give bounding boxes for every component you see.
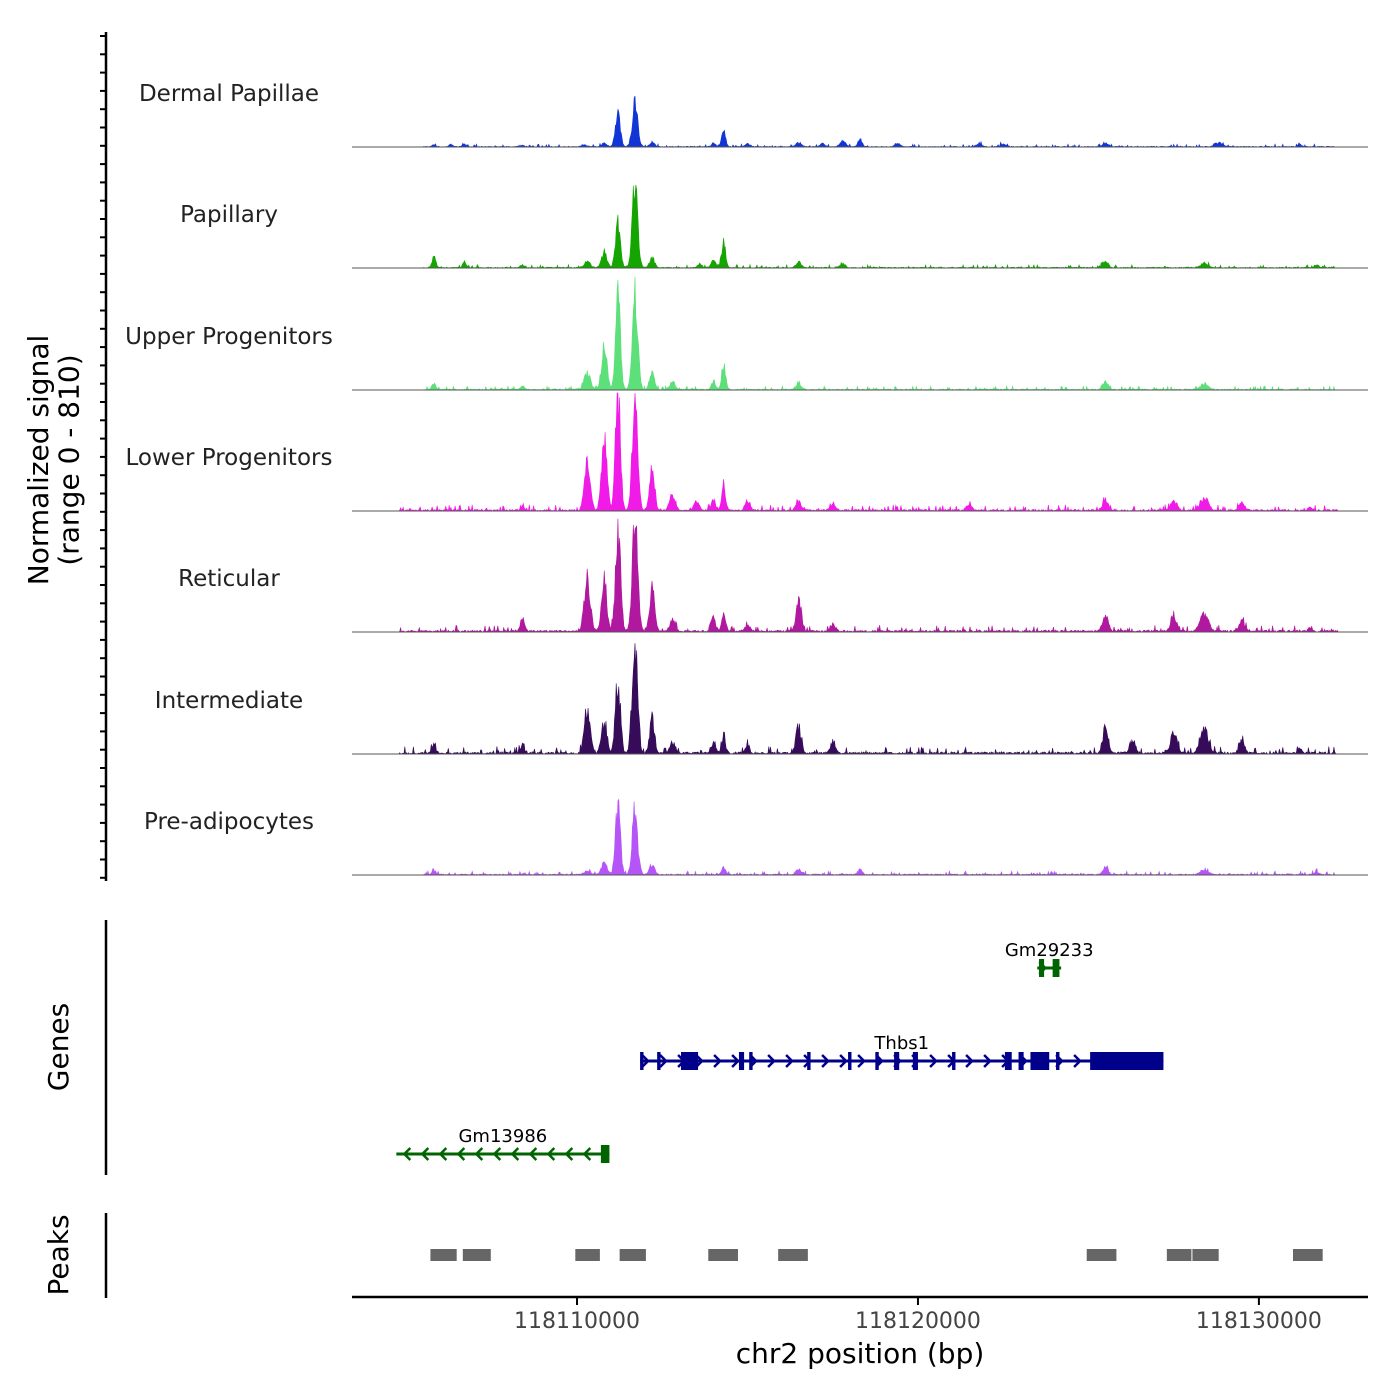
exon [749,1052,753,1070]
coverage-area [352,643,1368,756]
strand-arrow [857,1054,866,1068]
strand-arrow [983,1054,992,1068]
peak-region [1086,1249,1117,1261]
strand-arrow [965,1054,974,1068]
peak-region [619,1249,646,1261]
coverage-panel: Normalized signal(range 0 - 810) Dermal P… [22,32,1368,881]
peak-region [430,1249,457,1261]
exon [1056,1052,1060,1070]
exon [894,1052,900,1070]
strand-arrow [821,1054,830,1068]
strand-arrow [456,1147,466,1161]
strand-arrow [564,1147,574,1161]
track-label: Dermal Papillae [139,81,319,107]
strand-arrow [695,1054,704,1068]
track-label: Upper Progenitors [125,324,333,350]
gene-label: Thbs1 [873,1033,929,1054]
track-label: Papillary [180,202,278,228]
exon [1090,1052,1164,1070]
peak-region [1292,1249,1323,1261]
x-tick-label: 118130000 [1196,1309,1322,1334]
peaks-y-label: Peaks [42,1214,75,1295]
strand-arrow [582,1147,592,1161]
exon [952,1052,956,1070]
strand-arrow [785,1054,794,1068]
exon [657,1052,661,1070]
strand-arrow [767,1054,776,1068]
exon [1030,1052,1050,1070]
genes-y-label: Genes [42,1003,75,1091]
strand-arrow [659,1054,668,1068]
track-label: Pre-adipocytes [144,809,314,835]
exon [875,1052,879,1070]
track-label: Reticular [178,566,280,592]
gene-label: Gm29233 [1005,940,1094,961]
coverage-area [352,95,1368,148]
coverage-y-label-line: (range 0 - 810) [53,354,86,565]
x-axis: 118110000 118120000 118130000 chr2 position… [352,1295,1368,1370]
coverage-y-label: Normalized signal(range 0 - 810) [22,335,86,586]
strand-arrow [713,1054,722,1068]
peaks-panel: Peaks [42,1213,1323,1298]
x-tick-label: 118120000 [855,1309,981,1334]
exon [1052,959,1060,977]
strand-arrow [731,1054,740,1068]
strand-arrow [641,1054,650,1068]
peak-region [778,1249,808,1261]
strand-arrow [528,1147,538,1161]
genes-panel: Genes Gm29233 Thbs1 Gm13986 [42,920,1164,1175]
gene-label: Gm13986 [458,1126,547,1147]
strand-arrow [929,1054,938,1068]
strand-arrow [546,1147,556,1161]
exon [681,1052,699,1070]
exon [1018,1052,1024,1070]
exon [807,1052,811,1070]
exon [738,1052,745,1070]
peak-region [1192,1249,1219,1261]
strand-arrow [1073,1054,1082,1068]
peak-region [462,1249,491,1261]
strand-arrow [438,1147,448,1161]
coverage-area [352,276,1368,391]
strand-arrow [420,1147,430,1161]
exon [640,1052,644,1070]
peak-region [708,1249,738,1261]
coverage-y-label-line: Normalized signal [22,335,55,586]
coverage-area [352,392,1368,512]
track-label: Lower Progenitors [126,445,333,471]
peak-region [1166,1249,1192,1261]
strand-arrow [492,1147,502,1161]
strand-arrow [839,1054,848,1068]
exon [1038,959,1045,977]
exon [600,1145,610,1163]
strand-arrow [402,1147,412,1161]
x-axis-label: chr2 position (bp) [736,1337,985,1370]
peak-region [575,1249,600,1261]
strand-arrow [474,1147,484,1161]
strand-arrow [510,1147,520,1161]
exon [1004,1052,1012,1070]
track-label: Intermediate [155,688,303,714]
x-tick-label: 118110000 [514,1309,640,1334]
coverage-area [352,518,1368,634]
exon [912,1052,918,1070]
coverage-area [352,798,1368,876]
exon [848,1052,852,1070]
coverage-area [352,184,1368,269]
